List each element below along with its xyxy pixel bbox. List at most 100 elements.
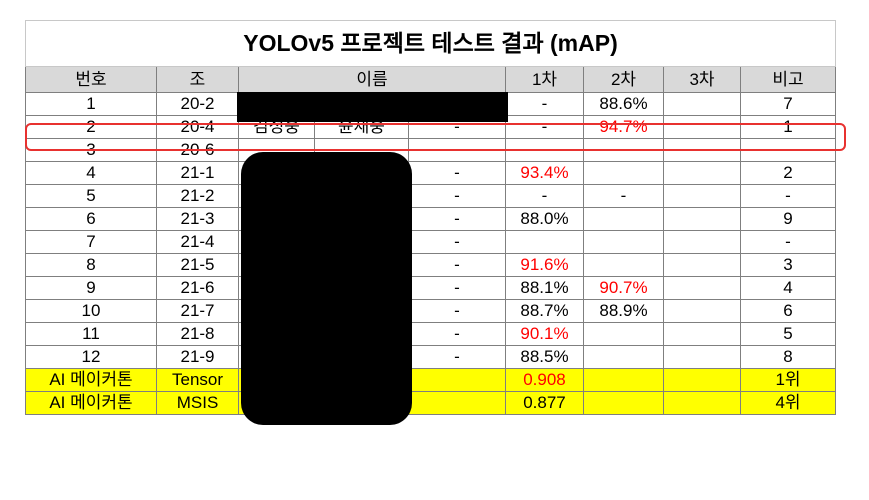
cell-r3[interactable] <box>663 322 741 346</box>
table-row: 11 21-8 -90.1% 5 <box>25 322 836 346</box>
cell-r1[interactable]: 88.7% <box>505 299 584 323</box>
cell-r2[interactable] <box>583 322 664 346</box>
table-title[interactable]: YOLOv5 프로젝트 테스트 결과 (mAP) <box>25 20 836 67</box>
cell-r3[interactable] <box>663 230 741 254</box>
cell-note[interactable]: 6 <box>740 299 836 323</box>
cell-r3[interactable] <box>663 299 741 323</box>
cell-num[interactable]: 10 <box>25 299 157 323</box>
cell-num[interactable]: 11 <box>25 322 157 346</box>
cell-n3[interactable] <box>408 391 506 415</box>
cell-note[interactable]: 4위 <box>740 391 836 415</box>
cell-r3[interactable] <box>663 345 741 369</box>
cell-r3[interactable] <box>663 276 741 300</box>
cell-num[interactable]: 6 <box>25 207 157 231</box>
cell-r3[interactable] <box>663 391 741 415</box>
cell-team[interactable]: 21-7 <box>156 299 239 323</box>
cell-r1[interactable]: - <box>505 92 584 116</box>
cell-note[interactable]: 2 <box>740 161 836 185</box>
cell-team[interactable]: 21-8 <box>156 322 239 346</box>
cell-num[interactable]: AI 메이커톤 <box>25 368 157 392</box>
cell-team[interactable]: 21-1 <box>156 161 239 185</box>
cell-n3[interactable]: - <box>408 299 506 323</box>
cell-note[interactable]: 8 <box>740 345 836 369</box>
cell-r3[interactable] <box>663 368 741 392</box>
cell-r3[interactable] <box>663 207 741 231</box>
cell-team[interactable]: 21-6 <box>156 276 239 300</box>
cell-note[interactable]: 9 <box>740 207 836 231</box>
cell-r2[interactable]: 90.7% <box>583 276 664 300</box>
cell-team[interactable]: 21-9 <box>156 345 239 369</box>
cell-note[interactable]: 7 <box>740 92 836 116</box>
cell-num[interactable]: AI 메이커톤 <box>25 391 157 415</box>
cell-num[interactable]: 8 <box>25 253 157 277</box>
cell-r2[interactable] <box>583 253 664 277</box>
cell-r3[interactable] <box>663 92 741 116</box>
cell-r2[interactable] <box>583 368 664 392</box>
cell-num[interactable]: 1 <box>25 92 157 116</box>
cell-n3[interactable]: - <box>408 322 506 346</box>
cell-r1[interactable]: - <box>505 184 584 208</box>
cell-r2[interactable] <box>583 207 664 231</box>
cell-n3[interactable]: - <box>408 161 506 185</box>
cell-r2[interactable] <box>583 161 664 185</box>
cell-r2[interactable]: 88.6% <box>583 92 664 116</box>
header-row: 번호 조 이름 1차 2차 3차 비고 <box>25 66 836 93</box>
cell-team[interactable]: 20-4 <box>156 115 239 139</box>
cell-r3[interactable] <box>663 253 741 277</box>
cell-team[interactable]: Tensor <box>156 368 239 392</box>
cell-n3[interactable]: - <box>408 276 506 300</box>
cell-note[interactable]: 1위 <box>740 368 836 392</box>
cell-note[interactable]: 3 <box>740 253 836 277</box>
header-r3[interactable]: 3차 <box>663 66 741 93</box>
cell-r2[interactable] <box>583 230 664 254</box>
cell-r2[interactable]: 88.9% <box>583 299 664 323</box>
cell-r1[interactable]: 0.908 <box>505 368 584 392</box>
cell-r2[interactable] <box>583 345 664 369</box>
cell-r2[interactable]: 94.7% <box>583 115 664 139</box>
cell-num[interactable]: 12 <box>25 345 157 369</box>
cell-num[interactable]: 2 <box>25 115 157 139</box>
cell-r2[interactable]: - <box>583 184 664 208</box>
cell-team[interactable]: 21-4 <box>156 230 239 254</box>
header-r2[interactable]: 2차 <box>583 66 664 93</box>
cell-r3[interactable] <box>663 184 741 208</box>
cell-n3[interactable]: - <box>408 253 506 277</box>
cell-r1[interactable] <box>505 230 584 254</box>
cell-team[interactable]: 20-2 <box>156 92 239 116</box>
cell-n3[interactable]: - <box>408 207 506 231</box>
cell-num[interactable]: 9 <box>25 276 157 300</box>
header-num[interactable]: 번호 <box>25 66 157 93</box>
table-row: 6 21-3 -88.0% 9 <box>25 207 836 231</box>
cell-note[interactable]: 5 <box>740 322 836 346</box>
cell-team[interactable]: MSIS <box>156 391 239 415</box>
redaction-block <box>241 152 412 425</box>
cell-r1[interactable]: 90.1% <box>505 322 584 346</box>
cell-note[interactable]: - <box>740 184 836 208</box>
cell-note[interactable]: - <box>740 230 836 254</box>
cell-n3[interactable]: - <box>408 184 506 208</box>
header-name[interactable]: 이름 <box>238 66 506 93</box>
cell-note[interactable]: 4 <box>740 276 836 300</box>
cell-r1[interactable]: 91.6% <box>505 253 584 277</box>
cell-r1[interactable]: 88.1% <box>505 276 584 300</box>
cell-team[interactable]: 21-2 <box>156 184 239 208</box>
cell-n3[interactable]: - <box>408 230 506 254</box>
header-team[interactable]: 조 <box>156 66 239 93</box>
cell-r1[interactable]: 0.877 <box>505 391 584 415</box>
cell-n3[interactable] <box>408 368 506 392</box>
table-row: 4 21-1 -93.4% 2 <box>25 161 836 185</box>
cell-num[interactable]: 7 <box>25 230 157 254</box>
cell-r3[interactable] <box>663 161 741 185</box>
cell-num[interactable]: 5 <box>25 184 157 208</box>
header-note[interactable]: 비고 <box>740 66 836 93</box>
header-r1[interactable]: 1차 <box>505 66 584 93</box>
cell-team[interactable]: 21-3 <box>156 207 239 231</box>
cell-team[interactable]: 21-5 <box>156 253 239 277</box>
cell-r1[interactable]: 88.0% <box>505 207 584 231</box>
cell-num[interactable]: 4 <box>25 161 157 185</box>
cell-r1[interactable]: 93.4% <box>505 161 584 185</box>
results-table: YOLOv5 프로젝트 테스트 결과 (mAP) 번호 조 이름 1차 2차 3… <box>25 20 836 415</box>
cell-n3[interactable]: - <box>408 345 506 369</box>
cell-r2[interactable] <box>583 391 664 415</box>
cell-r1[interactable]: 88.5% <box>505 345 584 369</box>
